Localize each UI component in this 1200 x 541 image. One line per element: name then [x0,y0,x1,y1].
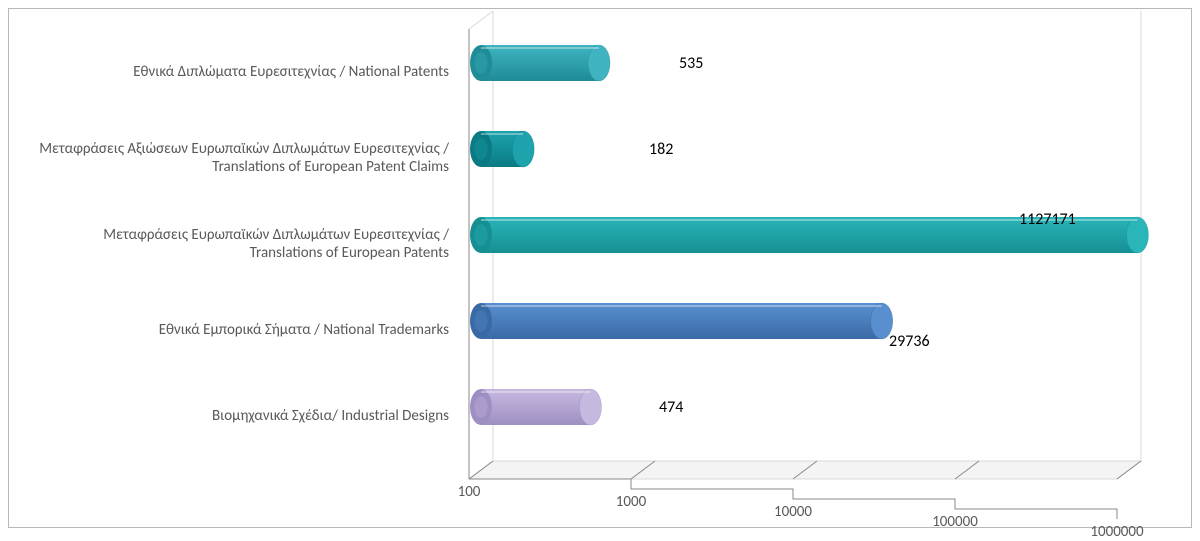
bar-value-label: 29736 [889,332,930,351]
category-label: Μεταφράσεις Ευρωπαϊκών Διπλωμάτων Ευρεσι… [9,226,449,262]
category-label: Εθνικά Διπλώματα Ευρεσιτεχνίας / Nationa… [9,63,449,81]
category-label: Μεταφράσεις Αξιώσεων Ευρωπαϊκών Διπλωμάτ… [9,140,449,176]
x-tick-label: 100 [458,483,481,501]
bar-value-label: 535 [679,54,703,73]
x-tick-label: 1000 [616,493,646,511]
category-label: Εθνικά Εμπορικά Σήματα / National Tradem… [9,321,449,339]
x-tick-label: 100000 [932,513,978,531]
bar-value-label: 182 [649,140,673,159]
x-tick-label: 1000000 [1090,523,1143,541]
x-tick-label: 10000 [774,503,812,521]
chart-frame: 535 Εθνικά Διπλώματα Ευρεσιτεχνίας / Nati… [8,8,1192,528]
bar-value-label: 474 [659,398,683,417]
chart-plot [9,9,1191,527]
bar-value-label: 1127171 [1019,210,1076,229]
category-label: Βιομηχανικά Σχέδια/ Industrial Designs [9,407,449,425]
